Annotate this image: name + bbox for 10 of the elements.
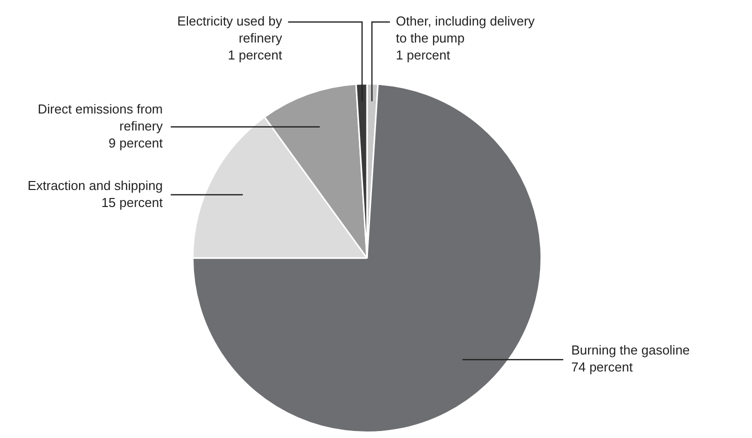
data-label: 15 percent	[101, 194, 164, 210]
slice-label: Direct emissions from refinery	[38, 101, 164, 134]
data-label: 1 percent	[396, 48, 451, 63]
slice-label: Electricity used by refinery	[177, 14, 283, 46]
data-label: 1 percent	[228, 48, 282, 63]
slice-label: Extraction and shipping	[28, 178, 163, 193]
data-label: 9 percent	[108, 135, 164, 150]
slice-label: Other, including delivery to the pump	[396, 14, 536, 46]
data-label: 74 percent	[571, 360, 634, 375]
slice-label: Burning the gasoline	[571, 342, 690, 358]
